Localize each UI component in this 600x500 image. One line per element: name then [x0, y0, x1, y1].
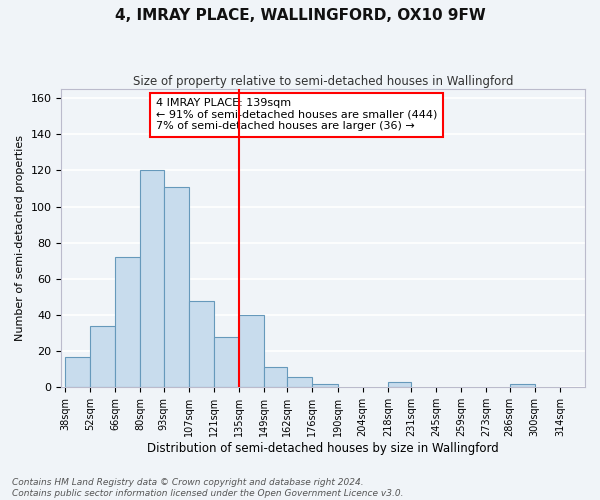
- Text: Contains HM Land Registry data © Crown copyright and database right 2024.
Contai: Contains HM Land Registry data © Crown c…: [12, 478, 404, 498]
- Bar: [140, 170, 164, 388]
- Bar: [509, 384, 535, 388]
- Bar: [90, 326, 115, 388]
- Bar: [264, 368, 287, 388]
- Title: Size of property relative to semi-detached houses in Wallingford: Size of property relative to semi-detach…: [133, 75, 514, 88]
- X-axis label: Distribution of semi-detached houses by size in Wallingford: Distribution of semi-detached houses by …: [148, 442, 499, 455]
- Bar: [239, 315, 264, 388]
- Bar: [65, 356, 90, 388]
- Text: 4, IMRAY PLACE, WALLINGFORD, OX10 9FW: 4, IMRAY PLACE, WALLINGFORD, OX10 9FW: [115, 8, 485, 22]
- Y-axis label: Number of semi-detached properties: Number of semi-detached properties: [15, 136, 25, 342]
- Text: 4 IMRAY PLACE: 139sqm
← 91% of semi-detached houses are smaller (444)
7% of semi: 4 IMRAY PLACE: 139sqm ← 91% of semi-deta…: [155, 98, 437, 132]
- Bar: [164, 187, 189, 388]
- Bar: [189, 300, 214, 388]
- Bar: [313, 384, 338, 388]
- Bar: [115, 257, 140, 388]
- Bar: [287, 376, 313, 388]
- Bar: [388, 382, 411, 388]
- Bar: [214, 336, 239, 388]
